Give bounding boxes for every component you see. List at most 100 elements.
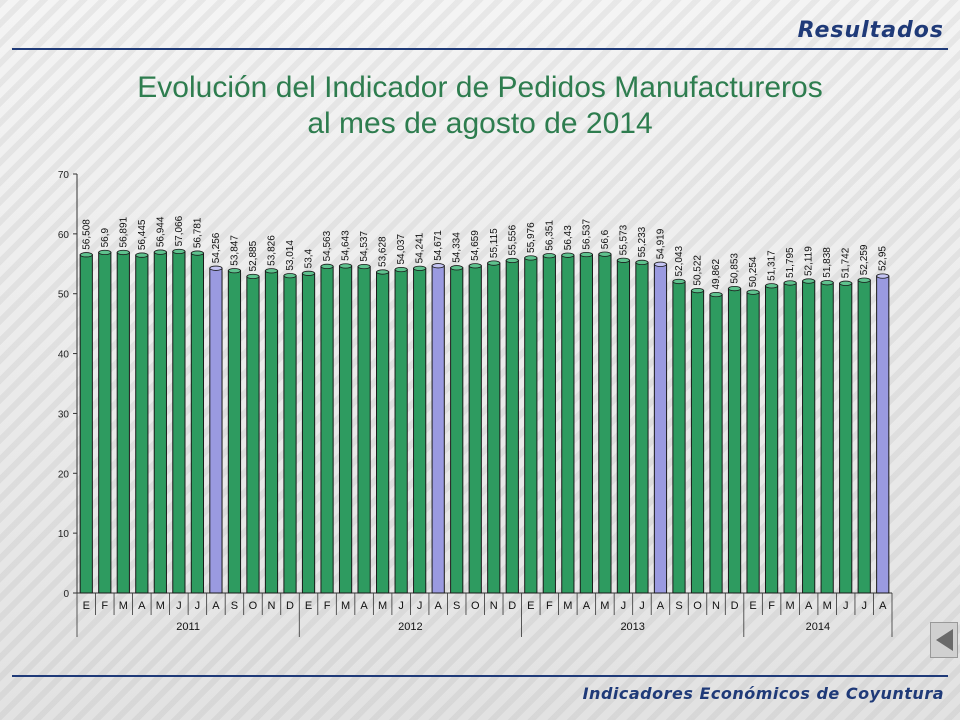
category-label: S <box>453 600 460 612</box>
data-label: 54,537 <box>359 231 370 262</box>
data-label: 54,563 <box>322 230 333 261</box>
category-label: M <box>378 600 387 612</box>
bar <box>709 294 723 594</box>
bar <box>746 291 760 594</box>
data-label: 49,862 <box>711 259 722 290</box>
bar-top <box>116 249 130 256</box>
category-label: F <box>101 600 108 612</box>
category-label: J <box>398 600 404 612</box>
bar <box>783 282 797 594</box>
bar <box>727 288 742 594</box>
bar <box>264 270 279 594</box>
category-label: D <box>731 600 739 612</box>
data-label: 51,795 <box>785 247 796 278</box>
bar <box>357 266 371 594</box>
category-label: J <box>621 600 627 612</box>
bar-top <box>283 273 297 279</box>
category-label: A <box>360 600 368 612</box>
y-tick-label: 50 <box>58 290 70 301</box>
y-tick-label: 30 <box>58 409 70 420</box>
chart-title: Evolución del Indicador de Pedidos Manuf… <box>0 70 960 142</box>
data-label: 55,573 <box>618 224 629 255</box>
bar <box>524 257 538 594</box>
bar-top <box>431 263 445 269</box>
bar-top <box>98 249 112 256</box>
data-label: 52,043 <box>674 245 685 276</box>
bar-top <box>79 252 93 258</box>
bar <box>505 259 519 594</box>
y-tick-label: 70 <box>58 170 70 181</box>
data-label: 54,241 <box>415 232 426 263</box>
category-label: J <box>417 600 423 612</box>
category-label: A <box>657 600 665 612</box>
bar <box>690 290 705 594</box>
bar-top <box>302 270 316 276</box>
category-label: J <box>176 600 182 612</box>
bar <box>764 285 779 594</box>
bar <box>468 265 482 594</box>
data-label: 53,014 <box>285 240 296 271</box>
data-label: 57,066 <box>174 215 185 246</box>
category-label: F <box>324 600 331 612</box>
data-label: 54,256 <box>211 232 222 263</box>
bar-top <box>598 251 612 257</box>
bar-top <box>468 263 482 269</box>
bar <box>413 267 427 594</box>
year-label: 2012 <box>398 621 422 633</box>
chart-title-line2: al mes de agosto de 2014 <box>307 107 653 140</box>
data-label: 51,317 <box>767 250 778 281</box>
category-label: A <box>583 600 591 612</box>
bar-top <box>450 265 464 271</box>
bar <box>820 282 834 594</box>
bar-top <box>172 248 186 255</box>
category-label: E <box>305 600 312 612</box>
bar-top <box>339 263 353 269</box>
category-label: J <box>861 600 867 612</box>
chart-title-line1: Evolución del Indicador de Pedidos Manuf… <box>137 71 823 104</box>
category-label: O <box>693 600 702 612</box>
bar <box>616 259 631 594</box>
bar <box>876 275 890 594</box>
year-label: 2011 <box>176 621 200 633</box>
bar <box>450 267 464 594</box>
bar-top <box>765 283 779 289</box>
bar-top <box>135 252 149 258</box>
y-tick-label: 0 <box>63 589 69 600</box>
category-label: S <box>675 600 682 612</box>
data-label: 52,885 <box>248 240 259 271</box>
bar-top <box>839 280 853 286</box>
bar-top <box>690 287 705 294</box>
bar-top <box>728 286 742 292</box>
bar <box>376 271 390 594</box>
data-label: 53,628 <box>378 236 389 267</box>
data-label: 52,119 <box>804 246 815 276</box>
bar <box>542 255 556 594</box>
data-label: 55,976 <box>526 222 537 253</box>
bar-top <box>820 280 834 286</box>
bar <box>246 275 260 594</box>
bar-top <box>209 265 223 271</box>
year-label: 2014 <box>806 621 830 633</box>
data-label: 54,671 <box>433 230 444 261</box>
bar <box>394 269 408 594</box>
data-label: 56,508 <box>81 219 92 250</box>
bar-top <box>227 268 241 274</box>
back-button[interactable] <box>930 622 958 658</box>
footer-divider <box>12 675 948 677</box>
category-label: N <box>712 600 720 612</box>
data-label: 55,556 <box>507 224 518 255</box>
header-divider <box>12 48 948 50</box>
data-label: 56,944 <box>155 216 166 247</box>
bar <box>79 254 93 594</box>
bar-top <box>505 257 519 264</box>
bar <box>209 267 223 594</box>
category-label: M <box>341 600 350 612</box>
bar-top <box>579 251 593 258</box>
bar <box>190 252 205 594</box>
bar-top <box>672 278 686 285</box>
bar-top <box>783 280 797 286</box>
y-tick-label: 20 <box>58 469 70 480</box>
category-label: D <box>508 600 516 612</box>
data-label: 50,254 <box>748 256 759 287</box>
y-tick-label: 10 <box>58 529 70 540</box>
